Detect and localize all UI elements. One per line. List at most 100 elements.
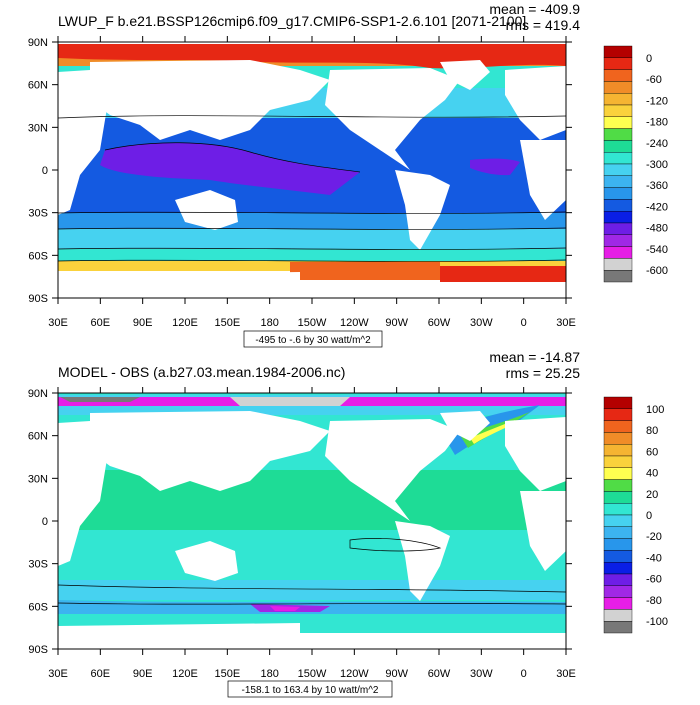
lon-tick-label: 90W [385, 668, 408, 680]
colorbar-swatch [603, 140, 633, 153]
lon-axis: 30E 60E 90E 120E 150E 180 150W 120W 90W 60W 30W 0 30… [48, 36, 576, 329]
colorbar-swatch [603, 526, 633, 539]
colorbar-label: 0 [646, 53, 652, 65]
colorbar-label: -40 [646, 552, 662, 564]
colorbar-swatch [603, 81, 633, 94]
lon-axis: 30E 60E 90E 120E 150E 180 150W 120W 90W 60W 30W 0 30… [48, 387, 576, 680]
colorbar-swatch [603, 187, 633, 200]
colorbar-swatch [603, 444, 633, 457]
lon-tick-label: 60E [91, 317, 111, 329]
colorbar-swatch [603, 479, 633, 492]
lon-tick-label: 30E [48, 317, 68, 329]
colorbar-label: 100 [646, 404, 664, 416]
mean-stat: mean = -14.87 [489, 349, 580, 365]
colorbar-swatch [603, 573, 633, 587]
lat-tick-label: 60S [28, 250, 48, 262]
colorbar-swatch [603, 104, 633, 118]
colorbar-swatch [603, 585, 633, 598]
lon-tick-label: 90E [133, 317, 153, 329]
colorbar-swatch [603, 503, 633, 516]
colorbar-swatch [603, 258, 633, 271]
lat-tick-label: 30S [28, 559, 48, 571]
lat-tick-label: 30S [28, 208, 48, 220]
lon-tick-label: 150E [214, 668, 240, 680]
colorbar-label: 0 [646, 510, 652, 522]
colorbar-swatch [603, 432, 633, 445]
colorbar-label: -120 [646, 95, 668, 107]
lat-tick-label: 60N [28, 431, 48, 443]
range-note: -495 to -.6 by 30 watt/m^2 [255, 335, 371, 346]
colorbar-swatch [603, 69, 633, 82]
lon-tick-label: 180 [260, 317, 278, 329]
colorbar-label: -420 [646, 201, 668, 213]
lon-tick-label: 30E [48, 668, 68, 680]
colorbar-label: -240 [646, 138, 668, 150]
lon-tick-label: 0 [521, 317, 527, 329]
colorbar-swatch [603, 175, 633, 188]
colorbar-label: -60 [646, 74, 662, 86]
lon-tick-label: 30W [470, 668, 493, 680]
colorbar-swatch [603, 467, 633, 480]
colorbar-label: -600 [646, 265, 668, 277]
colorbar-swatch [603, 270, 633, 283]
colorbar-swatch [603, 562, 633, 575]
lon-tick-label: 60W [428, 668, 451, 680]
colorbar-swatch [603, 222, 633, 236]
lon-tick-label: 30W [470, 317, 493, 329]
rms-stat: rms = 419.4 [506, 17, 581, 33]
colorbar-label: -20 [646, 531, 662, 543]
lon-tick-label: 150W [298, 668, 327, 680]
colorbar-swatch [603, 514, 633, 528]
colorbar-swatch [603, 246, 633, 259]
lat-tick-label: 60N [28, 80, 48, 92]
colorbar-swatch [603, 92, 633, 106]
colorbar-swatch [603, 199, 633, 212]
colorbar-swatch [603, 210, 633, 224]
lat-tick-label: 90S [28, 644, 48, 656]
lon-tick-label: 180 [260, 668, 278, 680]
lat-tick-label: 30N [28, 473, 48, 485]
colorbar-swatch [603, 396, 633, 410]
colorbar-swatch [603, 151, 633, 165]
colorbar: 100 80 60 40 20 0 -20 -40 -60 -80 -100 [603, 396, 668, 634]
colorbar-swatch [603, 597, 633, 610]
lat-tick-label: 30N [28, 122, 48, 134]
range-note-box [227, 680, 393, 698]
lat-tick-label: 90N [28, 388, 48, 400]
colorbar-swatch [603, 57, 633, 70]
map-field [57, 42, 567, 298]
colorbar-swatch [603, 408, 633, 421]
lon-tick-label: 90E [133, 668, 153, 680]
panel-title: MODEL - OBS (a.b27.03.mean.1984-2006.nc) [58, 364, 345, 380]
lon-tick-label: 120E [172, 317, 198, 329]
lon-tick-label: 90W [385, 317, 408, 329]
colorbar-swatch [603, 116, 633, 129]
colorbar-label: -180 [646, 117, 668, 129]
lat-tick-label: 0 [42, 165, 48, 177]
colorbar-label: -540 [646, 244, 668, 256]
lon-tick-label: 120W [340, 317, 369, 329]
lon-tick-label: 60E [91, 668, 111, 680]
range-note: -158.1 to 163.4 by 10 watt/m^2 [242, 685, 379, 696]
map-field [57, 393, 567, 649]
colorbar-swatch [603, 491, 633, 504]
lat-tick-label: 60S [28, 601, 48, 613]
lon-tick-label: 0 [521, 668, 527, 680]
colorbar-swatch [603, 163, 633, 177]
lat-axis: 90N 60N 30N 0 30S 60S 90S [28, 37, 572, 305]
colorbar-swatch [603, 609, 633, 622]
mean-stat: mean = -409.9 [489, 1, 580, 17]
colorbar-label: 60 [646, 446, 658, 458]
lat-tick-label: 90N [28, 37, 48, 49]
colorbar-label: 80 [646, 425, 658, 437]
colorbar-label: -360 [646, 180, 668, 192]
lon-tick-label: 120E [172, 668, 198, 680]
colorbar: 0 -60 -120 -180 -240 -300 -360 -420 -480 -540 -600 [603, 45, 668, 283]
lat-tick-label: 90S [28, 293, 48, 305]
colorbar-swatch [603, 128, 633, 141]
colorbar-swatch [603, 621, 633, 634]
range-note-box [243, 330, 383, 348]
lat-axis: 90N 60N 30N 0 30S 60S 90S [28, 388, 572, 656]
lon-tick-label: 60W [428, 317, 451, 329]
